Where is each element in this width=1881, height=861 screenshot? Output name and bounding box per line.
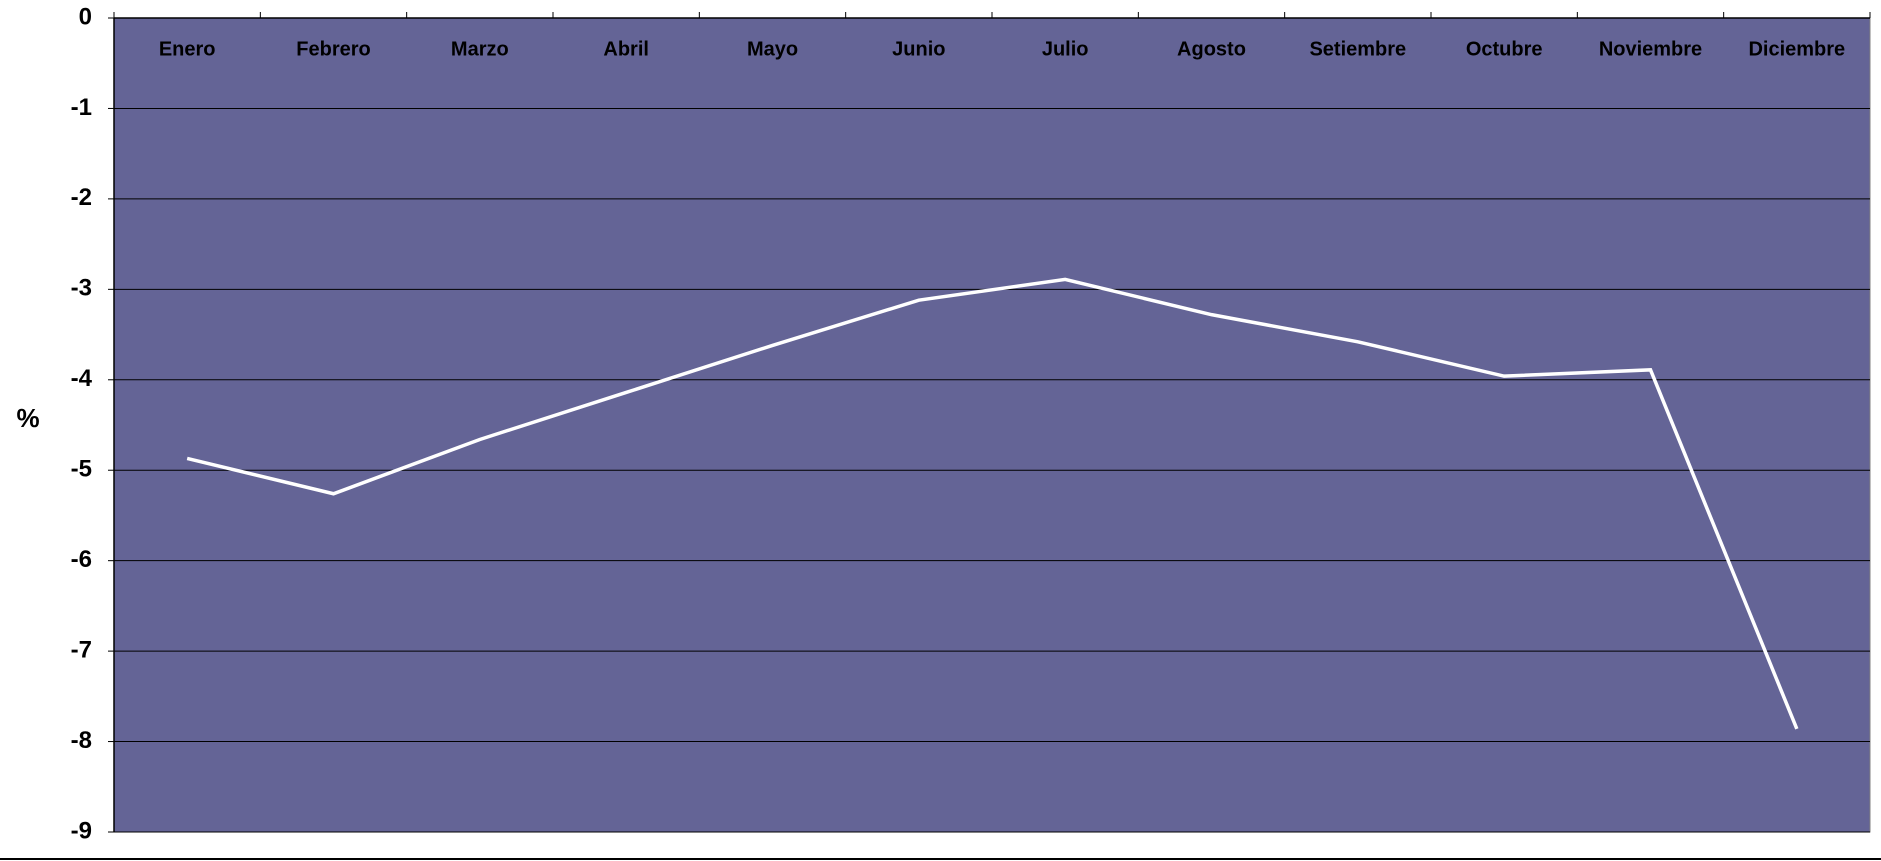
x-tick-label: Setiembre bbox=[1309, 38, 1406, 60]
x-tick-label: Diciembre bbox=[1748, 38, 1845, 60]
y-tick-label: -9 bbox=[71, 817, 92, 844]
plot-area bbox=[113, 17, 1871, 833]
x-tick-label: Enero bbox=[159, 38, 216, 60]
y-tick-label: -6 bbox=[71, 546, 92, 573]
x-tick-label: Agosto bbox=[1177, 38, 1246, 60]
y-tick-label: 0 bbox=[79, 3, 92, 30]
y-tick-label: -2 bbox=[71, 184, 92, 211]
x-tick-label: Junio bbox=[892, 38, 945, 60]
y-tick-label: -8 bbox=[71, 727, 92, 754]
data-line bbox=[186, 277, 1799, 730]
x-tick-label: Mayo bbox=[747, 38, 798, 60]
y-tick-label: -5 bbox=[71, 456, 92, 483]
y-tick-label: -4 bbox=[71, 365, 93, 392]
x-tick-label: Julio bbox=[1042, 38, 1089, 60]
x-tick-label: Febrero bbox=[296, 38, 370, 60]
y-tick-label: -7 bbox=[71, 636, 92, 663]
y-tick-label: -3 bbox=[71, 275, 92, 302]
x-tick-label: Marzo bbox=[451, 38, 509, 60]
x-tick-label: Abril bbox=[603, 38, 649, 60]
y-tick-label: -1 bbox=[71, 94, 92, 121]
x-tick-label: Octubre bbox=[1466, 38, 1543, 60]
y-axis-label: % bbox=[16, 403, 39, 433]
x-tick-label: Noviembre bbox=[1599, 38, 1702, 60]
